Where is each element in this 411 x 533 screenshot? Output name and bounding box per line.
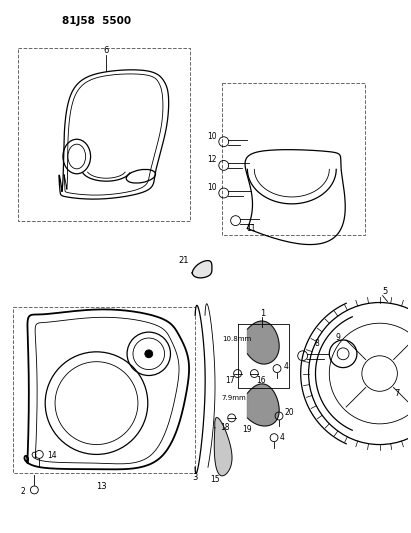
Text: 13: 13	[96, 482, 107, 491]
Text: 14: 14	[47, 451, 57, 460]
Circle shape	[145, 350, 153, 358]
Text: 10: 10	[207, 183, 217, 191]
Text: 16: 16	[256, 376, 266, 385]
Text: 9: 9	[336, 333, 341, 342]
Text: 15: 15	[210, 474, 220, 483]
Text: 2: 2	[20, 487, 25, 496]
Text: 11: 11	[247, 224, 256, 233]
Text: 6: 6	[104, 46, 109, 55]
Polygon shape	[214, 417, 232, 476]
Text: 10.8mm: 10.8mm	[222, 336, 251, 342]
Text: 81J58  5500: 81J58 5500	[62, 17, 131, 26]
Polygon shape	[247, 384, 279, 426]
Text: 20: 20	[284, 408, 294, 417]
Text: 5: 5	[382, 287, 387, 296]
Polygon shape	[192, 261, 212, 278]
Text: 21: 21	[178, 256, 189, 264]
Polygon shape	[247, 321, 279, 364]
Bar	[18, 48, 190, 221]
Text: 19: 19	[242, 425, 252, 434]
Text: 7: 7	[395, 389, 400, 398]
Text: 17: 17	[225, 376, 235, 385]
Text: 8: 8	[314, 340, 319, 349]
Text: 1: 1	[260, 309, 265, 318]
Text: 7.9mm: 7.9mm	[222, 395, 247, 401]
Text: 3: 3	[192, 473, 198, 482]
Text: 4: 4	[279, 433, 284, 442]
Text: 4: 4	[284, 362, 289, 371]
Text: 12: 12	[207, 155, 217, 164]
Text: 18: 18	[220, 423, 229, 432]
Text: 10: 10	[207, 132, 217, 141]
Bar	[222, 83, 365, 236]
Bar	[13, 308, 195, 473]
